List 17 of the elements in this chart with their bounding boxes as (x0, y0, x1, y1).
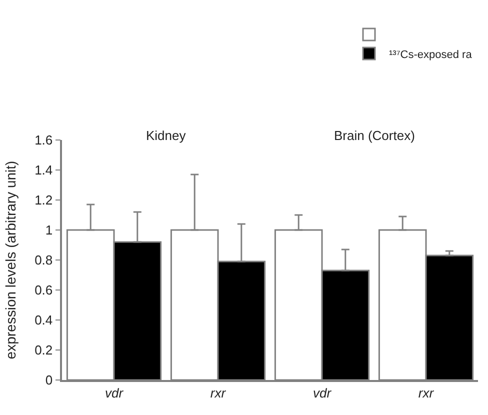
y-axis-title: expression levels (arbitrary unit) (2, 160, 19, 360)
y-tick-label: 1.6 (34, 132, 53, 148)
y-tick-label: 0.8 (34, 252, 53, 268)
y-tick-label: 0.6 (34, 282, 53, 298)
y-tick-label: 0.2 (34, 342, 53, 358)
x-tick-label: vdr (312, 385, 332, 400)
y-tick-label: 1.2 (34, 192, 53, 208)
annotation: Brain (Cortex) (334, 128, 415, 143)
y-tick-label: 1.4 (34, 162, 53, 178)
y-tick-label: 0 (45, 372, 53, 388)
y-tick-label: 1 (45, 222, 53, 238)
y-tick-label: 0.4 (34, 312, 53, 328)
legend-label: ¹³⁷Cs-exposed ra (389, 48, 473, 61)
x-tick-label: rxr (210, 385, 226, 400)
x-tick-label: vdr (104, 385, 124, 400)
x-tick-label: rxr (418, 385, 434, 400)
annotation: Kidney (146, 128, 186, 143)
